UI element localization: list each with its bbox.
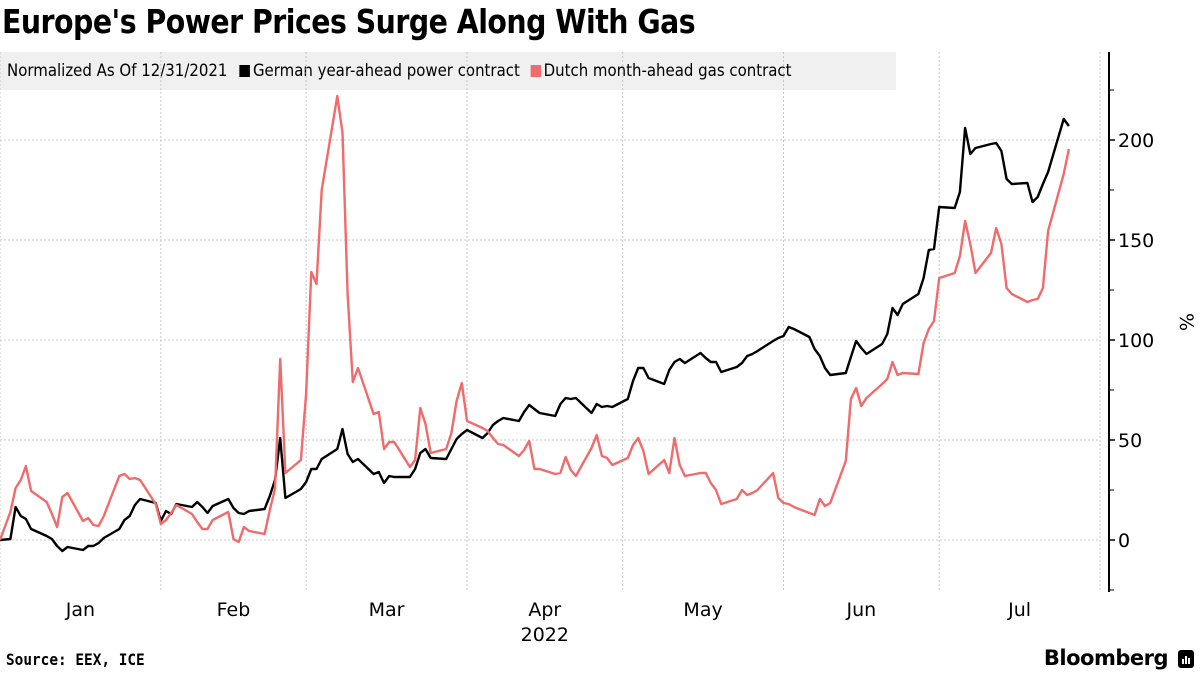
series-line-gas <box>0 94 1071 544</box>
x-tick-label: Mar <box>369 599 405 621</box>
x-tick-label: Feb <box>217 599 251 621</box>
y-tick-label: 150 <box>1118 230 1154 252</box>
y-axis: 0 50 100 150 200% <box>1108 52 1197 592</box>
legend: Normalized As Of 12/31/2021 German year-… <box>0 52 896 90</box>
y-axis-label: % <box>1175 313 1197 331</box>
x-tick-label: Jul <box>1007 599 1031 621</box>
y-tick-label: 0 <box>1118 530 1130 552</box>
legend-item-gas: Dutch month-ahead gas contract <box>530 61 792 81</box>
x-tick-label: Jun <box>845 599 876 621</box>
x-axis: Jan Feb Mar Apr 2022 May Jun Jul <box>65 599 1031 646</box>
series-lines <box>0 94 1071 553</box>
x-tick-label: May <box>683 599 722 621</box>
legend-item-power: German year-ahead power contract <box>239 61 520 81</box>
gridlines <box>0 52 1101 592</box>
y-tick-label: 200 <box>1118 130 1154 152</box>
legend-swatch-power <box>239 65 251 77</box>
x-tick-label: Apr <box>528 599 561 621</box>
y-tick-label: 50 <box>1118 430 1142 452</box>
series-line-power <box>0 117 1070 553</box>
y-tick-label: 100 <box>1118 330 1154 352</box>
source-note: Source: EEX, ICE <box>6 650 145 669</box>
legend-label-gas: Dutch month-ahead gas contract <box>543 61 792 81</box>
legend-normalization-note: Normalized As Of 12/31/2021 <box>7 61 228 81</box>
x-tick-label: Jan <box>65 599 95 621</box>
x-year-label: 2022 <box>521 624 569 646</box>
bloomberg-chart-icon <box>1178 650 1194 668</box>
chart-title: Europe's Power Prices Surge Along With G… <box>2 2 696 41</box>
legend-label-power: German year-ahead power contract <box>252 61 520 81</box>
brand-logo-text: Bloomberg <box>1043 646 1169 670</box>
legend-swatch-gas <box>530 65 541 77</box>
